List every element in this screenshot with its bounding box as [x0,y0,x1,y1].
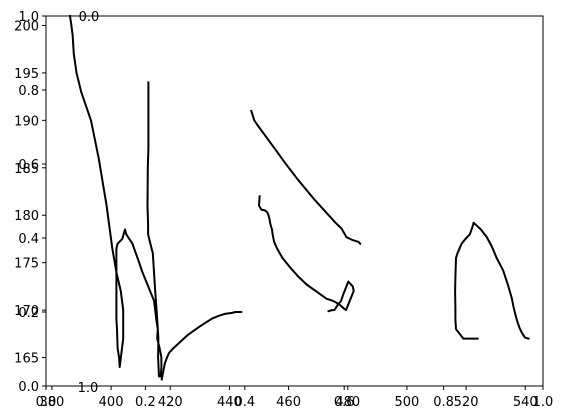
series-line-1 [146,81,150,207]
plot-frame [45,15,544,387]
series-layer [68,14,530,381]
series-line-2 [250,109,362,246]
overlay-y-tick-label: 0.0 [18,380,39,395]
series-line-5 [160,311,243,381]
overlay-x-tick-label: 0.6 [334,395,355,410]
overlay-x-tick-label: 0.0 [36,395,57,410]
y-tick-label: 195 [14,67,39,82]
x-tick-layer: 380 400 420 440 460 480 500 520 540 [40,386,538,410]
x-tick-label: 400 [99,395,124,410]
y-tick-label: 190 [14,114,39,129]
overlay-top-label: 0.0 [79,10,100,25]
overlay-x-tick-label: 0.2 [135,395,156,410]
y-tick-label: 165 [14,352,39,367]
y-tick-label: 175 [14,257,39,272]
overlay-y-tick-label: 0.4 [18,232,39,247]
overlay-x-tick-label: 1.0 [533,395,554,410]
x-tick-label: 520 [454,395,479,410]
x-tick-label: 500 [395,395,420,410]
x-tick-label: 480 [335,395,360,410]
y-tick-label: 185 [14,162,39,177]
overlay-corner-label: 1.0 [78,381,99,396]
overlay-x-tick-label: 0.8 [433,395,454,410]
overlay-x-tick-label: 0.4 [234,395,255,410]
series-line-4 [454,221,530,340]
x-tick-label: 380 [40,395,65,410]
y-tick-label: 170 [14,304,39,319]
x-tick-label: 440 [217,395,242,410]
overlay-axes: 0.00.00.20.20.40.40.60.60.80.81.01.0 [18,10,553,410]
overlay-y-tick-label: 1.0 [18,10,39,25]
y-tick-layer: 165 170 175 180 185 190 195 200 [14,19,46,367]
series-line-0 [68,14,163,378]
x-tick-label: 420 [158,395,183,410]
series-line-3 [258,195,355,313]
overlay-y-tick-label: 0.8 [18,84,39,99]
y-tick-label: 180 [14,209,39,224]
x-tick-label: 540 [513,395,538,410]
overlay-y-tick-label: 0.2 [18,306,39,321]
overlay-y-tick-label: 0.6 [18,158,39,173]
y-tick-label: 200 [14,19,39,34]
x-tick-label: 460 [276,395,301,410]
